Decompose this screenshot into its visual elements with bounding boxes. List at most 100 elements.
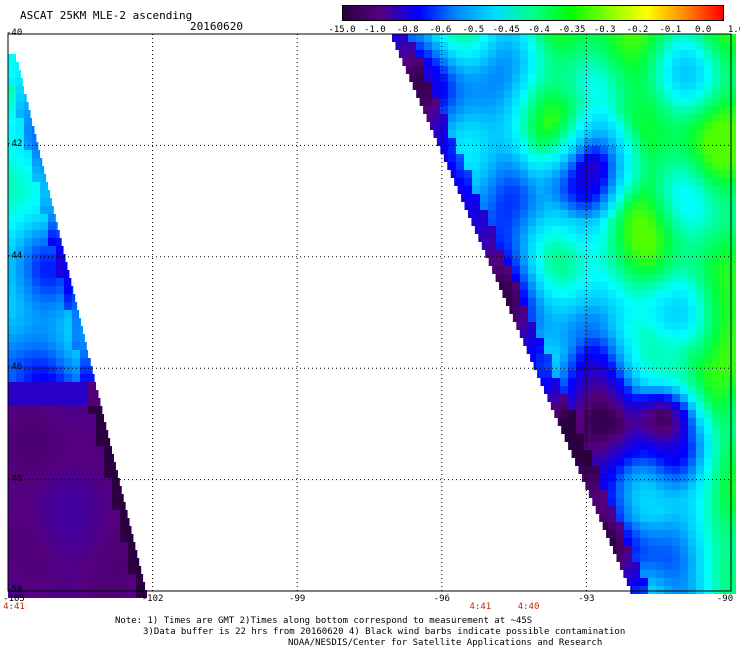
swath-cell	[640, 274, 648, 282]
swath-cell	[704, 42, 712, 50]
swath-cell	[640, 466, 648, 474]
swath-cell	[680, 82, 688, 90]
swath-cell	[624, 490, 632, 498]
swath-cell	[568, 242, 576, 250]
swath-cell	[632, 178, 640, 186]
swath-cell	[632, 330, 640, 338]
swath-cell	[592, 426, 600, 434]
swath-cell	[48, 542, 56, 550]
swath-cell	[728, 194, 736, 202]
swath-cell	[520, 218, 528, 226]
swath-cell	[576, 186, 584, 194]
swath-cell	[648, 570, 656, 578]
swath-cell	[24, 166, 32, 174]
swath-cell	[496, 98, 504, 106]
swath-cell	[648, 218, 656, 226]
swath-cell	[608, 314, 616, 322]
swath-cell	[16, 550, 24, 558]
swath-cell	[712, 82, 720, 90]
swath-cell	[728, 306, 736, 314]
swath-cell	[680, 466, 688, 474]
swath-cell	[512, 114, 520, 122]
swath-cell	[600, 482, 608, 490]
swath-cell	[88, 478, 96, 486]
swath-cell	[96, 406, 103, 414]
swath-cell	[24, 142, 32, 150]
swath-cell	[544, 130, 552, 138]
note-line-1: Note: 1) Times are GMT 2)Times along bot…	[115, 616, 533, 626]
swath-cell	[40, 502, 48, 510]
swath-cell	[560, 34, 568, 42]
swath-cell	[608, 330, 616, 338]
swath-cell	[552, 186, 560, 194]
swath-cell	[96, 518, 104, 526]
swath-cell	[632, 58, 640, 66]
swath-cell	[432, 74, 440, 82]
swath-cell	[616, 234, 624, 242]
swath-cell	[560, 234, 568, 242]
swath-cell	[24, 478, 32, 486]
swath-cell	[16, 142, 24, 150]
swath-cell	[576, 82, 584, 90]
swath-cell	[544, 386, 552, 394]
swath-cell	[640, 202, 648, 210]
swath-cell	[64, 302, 72, 310]
swath-cell	[528, 322, 536, 330]
swath-cell	[576, 234, 584, 242]
swath-cell	[448, 146, 456, 154]
swath-cell	[616, 314, 624, 322]
swath-cell	[720, 378, 728, 386]
swath-cell	[424, 82, 432, 90]
swath-cell	[416, 90, 425, 98]
swath-cell	[592, 338, 600, 346]
swath-cell	[640, 362, 648, 370]
swath-cell	[640, 434, 648, 442]
swath-cell	[40, 310, 48, 318]
swath-cell	[16, 382, 24, 390]
swath-cell	[16, 414, 24, 422]
swath-cell	[619, 562, 628, 570]
swath-cell	[640, 458, 648, 466]
swath-cell	[624, 226, 632, 234]
swath-cell	[64, 390, 72, 398]
swath-cell	[544, 202, 552, 210]
swath-cell	[648, 34, 656, 42]
swath-cell	[648, 554, 656, 562]
swath-cell	[32, 366, 40, 374]
swath-cell	[624, 218, 632, 226]
swath-cell	[8, 334, 16, 342]
swath-cell	[544, 58, 552, 66]
swath-cell	[467, 210, 476, 218]
swath-cell	[504, 250, 512, 258]
swath-cell	[672, 250, 680, 258]
swath-cell	[536, 50, 544, 58]
swath-cell	[656, 338, 664, 346]
swath-cell	[528, 178, 536, 186]
swath-cell	[688, 346, 696, 354]
swath-cell	[672, 354, 680, 362]
swath-cell	[696, 418, 704, 426]
swath-cell	[680, 266, 688, 274]
swath-cell	[648, 226, 656, 234]
swath-cell	[80, 558, 88, 566]
swath-cell	[656, 226, 664, 234]
swath-cell	[64, 310, 72, 318]
swath-cell	[704, 434, 712, 442]
swath-cell	[96, 558, 104, 566]
swath-cell	[656, 114, 664, 122]
swath-cell	[512, 210, 520, 218]
swath-cell	[488, 66, 496, 74]
swath-cell	[24, 510, 32, 518]
swath-cell	[648, 474, 656, 482]
swath-cell	[688, 138, 696, 146]
swath-cell	[720, 266, 728, 274]
swath-cell	[592, 74, 600, 82]
swath-cell	[496, 274, 504, 282]
swath-cell	[24, 190, 32, 198]
swath-cell	[456, 122, 464, 130]
swath-cell	[520, 130, 528, 138]
swath-cell	[704, 90, 712, 98]
swath-cell	[128, 550, 136, 558]
swath-cell	[48, 478, 56, 486]
swath-cell	[560, 42, 568, 50]
